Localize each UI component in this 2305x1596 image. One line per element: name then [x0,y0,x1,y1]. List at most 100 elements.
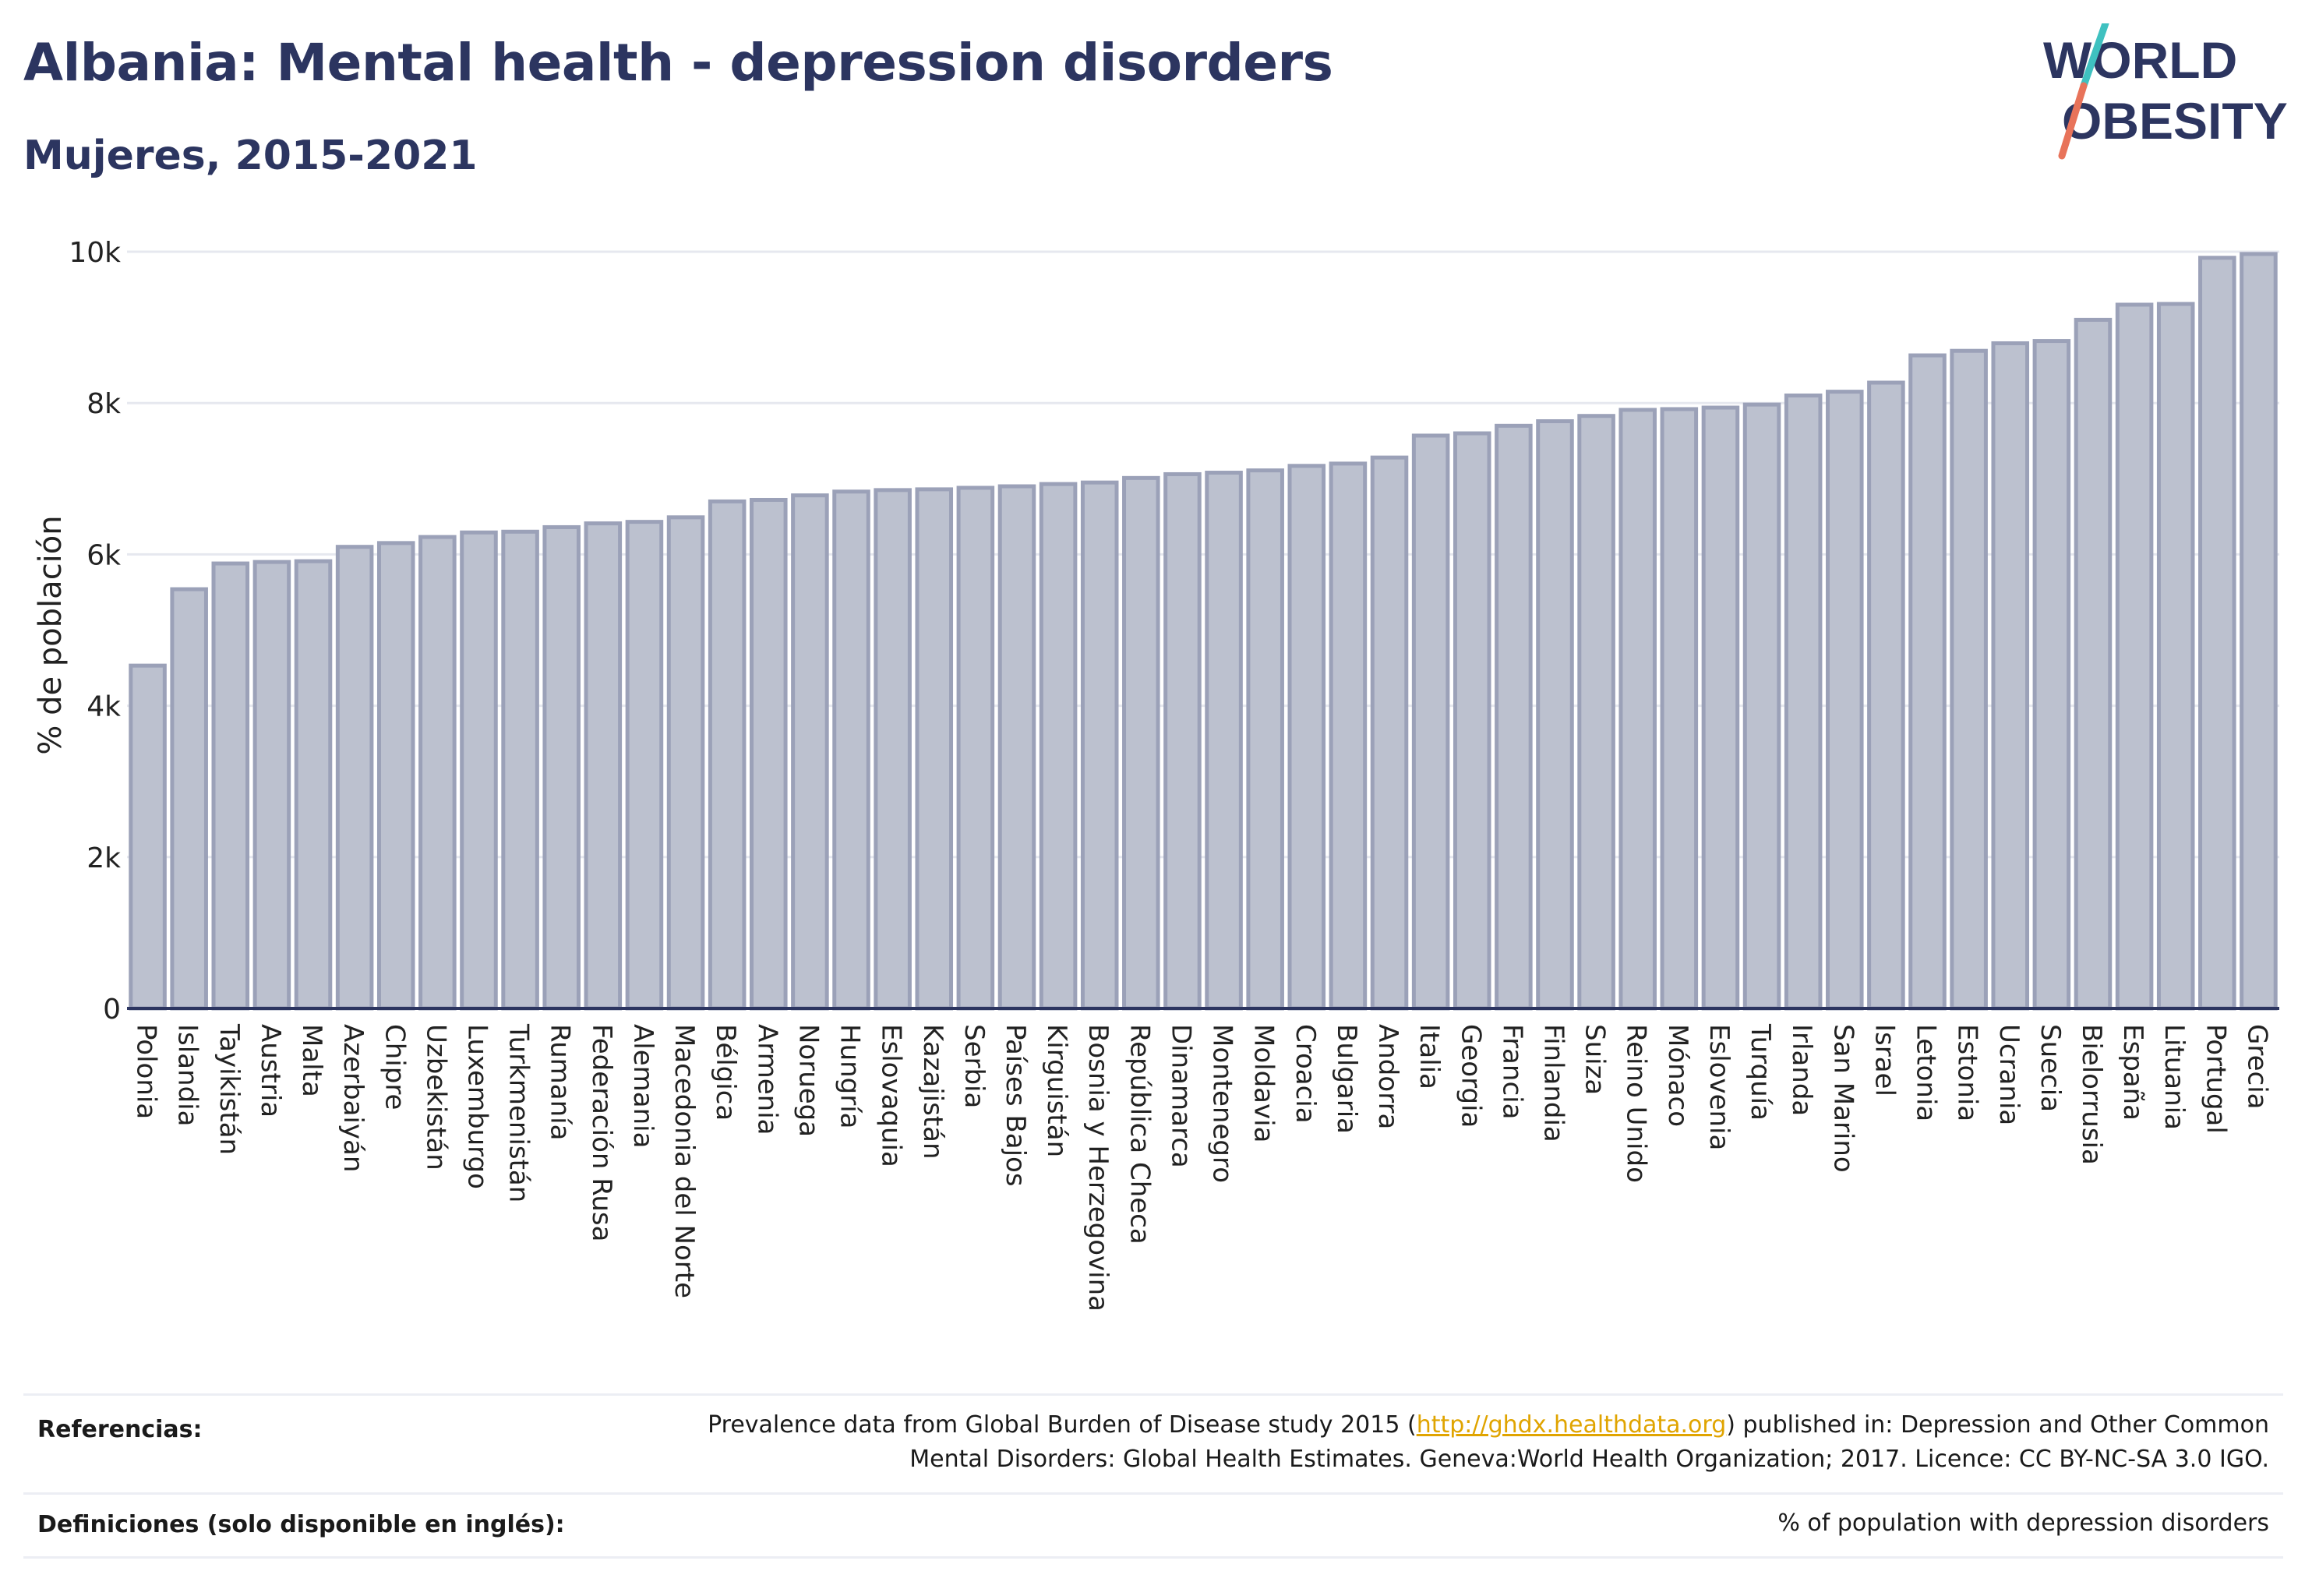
bar[interactable] [1287,464,1326,1011]
x-tick-label: San Marino [1827,1024,1858,1173]
bar[interactable] [501,529,539,1011]
bar[interactable] [1453,431,1491,1011]
x-tick-label: Francia [1496,1024,1527,1119]
bar[interactable] [2198,256,2236,1011]
bar[interactable] [1742,402,1781,1011]
references-post: ) published in: Depression and Other Com… [1726,1411,2269,1439]
y-tick-label: 6k [86,539,121,571]
x-tick-label: Austria [255,1024,286,1118]
bar[interactable] [1039,482,1078,1011]
bar[interactable] [956,486,995,1011]
bar[interactable] [294,559,333,1011]
x-tick-label: Andorra [1372,1024,1403,1129]
bar[interactable] [666,515,705,1011]
logo-teal-slash [2080,23,2109,90]
references-label: Referencias: [37,1416,203,1443]
bar[interactable] [1122,475,1160,1011]
x-tick-label: Países Bajos [1000,1024,1031,1187]
x-tick-label: Dinamarca [1165,1024,1196,1168]
bar[interactable] [1536,419,1574,1011]
x-tick-label: Israel [1869,1024,1900,1096]
definitions-text: % of population with depression disorder… [1777,1509,2269,1537]
bar[interactable] [1411,433,1450,1011]
bar[interactable] [376,541,415,1011]
x-tick-label: Serbia [958,1024,990,1108]
x-tick-label: España [2117,1024,2148,1121]
y-tick-label: 10k [69,237,121,269]
bar[interactable] [170,587,208,1011]
bar[interactable] [418,535,457,1011]
x-tick-label: Tayikistán [214,1023,245,1155]
page-subtitle: Mujeres, 2015-2021 [23,132,478,179]
bar[interactable] [1163,471,1202,1011]
bar[interactable] [750,497,788,1011]
x-tick-label: Lituania [2159,1024,2190,1130]
x-tick-label: Finlandia [1537,1024,1569,1142]
bar[interactable] [1701,405,1740,1011]
bar[interactable] [2032,339,2071,1011]
x-tick-label: Bielorrusia [2076,1024,2107,1165]
logo-coral-slash [2058,82,2088,160]
x-tick-label: Federación Rusa [586,1024,617,1241]
bar[interactable] [584,521,623,1011]
x-tick-labels: Polonia Islandia Tayikistán Austria Malta Aze… [131,1023,2273,1312]
page-title: Albania: Mental health - depression diso… [23,33,1333,93]
bar[interactable] [129,663,167,1011]
references-link[interactable]: http://ghdx.healthdata.org [1416,1411,1727,1439]
bar[interactable] [1329,461,1368,1011]
y-tick-label: 0 [103,994,121,1026]
bar[interactable] [1660,407,1699,1011]
references-pre: Prevalence data from Global Burden of Di… [708,1411,1417,1439]
bar[interactable] [1618,408,1657,1011]
y-axis-label: % de población [33,515,69,754]
bar[interactable] [1950,348,1988,1011]
world-obesity-logo[interactable]: WORLD OBESITY [2034,23,2291,164]
bar[interactable] [997,484,1036,1011]
bars [129,252,2278,1011]
bar[interactable] [874,488,912,1011]
x-tick-label: Mónaco [1662,1024,1693,1127]
x-tick-label: Armenia [751,1024,782,1135]
bar[interactable] [1991,341,2030,1011]
bar[interactable] [2115,302,2154,1011]
x-tick-label: Kazajistán [917,1024,948,1160]
bar[interactable] [542,524,581,1011]
bar[interactable] [2074,317,2113,1011]
bar[interactable] [1826,390,1864,1011]
x-tick-label: Italia [1414,1024,1445,1089]
x-tick-label: Croacia [1290,1024,1321,1124]
bar[interactable] [1908,353,1947,1011]
bar[interactable] [460,530,498,1011]
x-tick-label: Uzbekistán [420,1024,451,1171]
bar[interactable] [1577,414,1615,1011]
y-tick-label: 8k [86,388,121,420]
x-tick-label: Luxemburgo [461,1024,492,1189]
bar[interactable] [791,493,829,1011]
bar[interactable] [1867,380,1905,1011]
bar[interactable] [832,489,870,1011]
x-tick-label: Bosnia y Herzegovina [1082,1024,1114,1312]
bar[interactable] [1370,455,1409,1011]
bar[interactable] [211,561,250,1011]
y-tick-label: 2k [86,842,121,874]
bar[interactable] [252,560,291,1011]
bar[interactable] [1080,480,1119,1011]
bar[interactable] [1246,468,1284,1011]
x-tick-label: Estonia [1952,1024,1983,1121]
bar[interactable] [625,520,664,1011]
x-tick-label: Hungría [835,1024,866,1129]
bar[interactable] [335,545,374,1011]
bar[interactable] [1495,423,1533,1011]
x-tick-label: Polonia [131,1024,162,1119]
bar[interactable] [708,499,747,1011]
bar[interactable] [1784,393,1823,1011]
x-tick-label: Suiza [1580,1024,1611,1095]
bar[interactable] [915,487,954,1011]
x-tick-label: Rumanía [545,1024,576,1140]
x-tick-label: República Checa [1124,1024,1155,1245]
x-tick-label: Suecia [2035,1024,2066,1112]
bar[interactable] [2240,252,2278,1011]
bar[interactable] [1205,471,1243,1011]
definitions-label: Definiciones (solo disponible en inglés)… [37,1511,565,1538]
bar[interactable] [2156,302,2195,1011]
